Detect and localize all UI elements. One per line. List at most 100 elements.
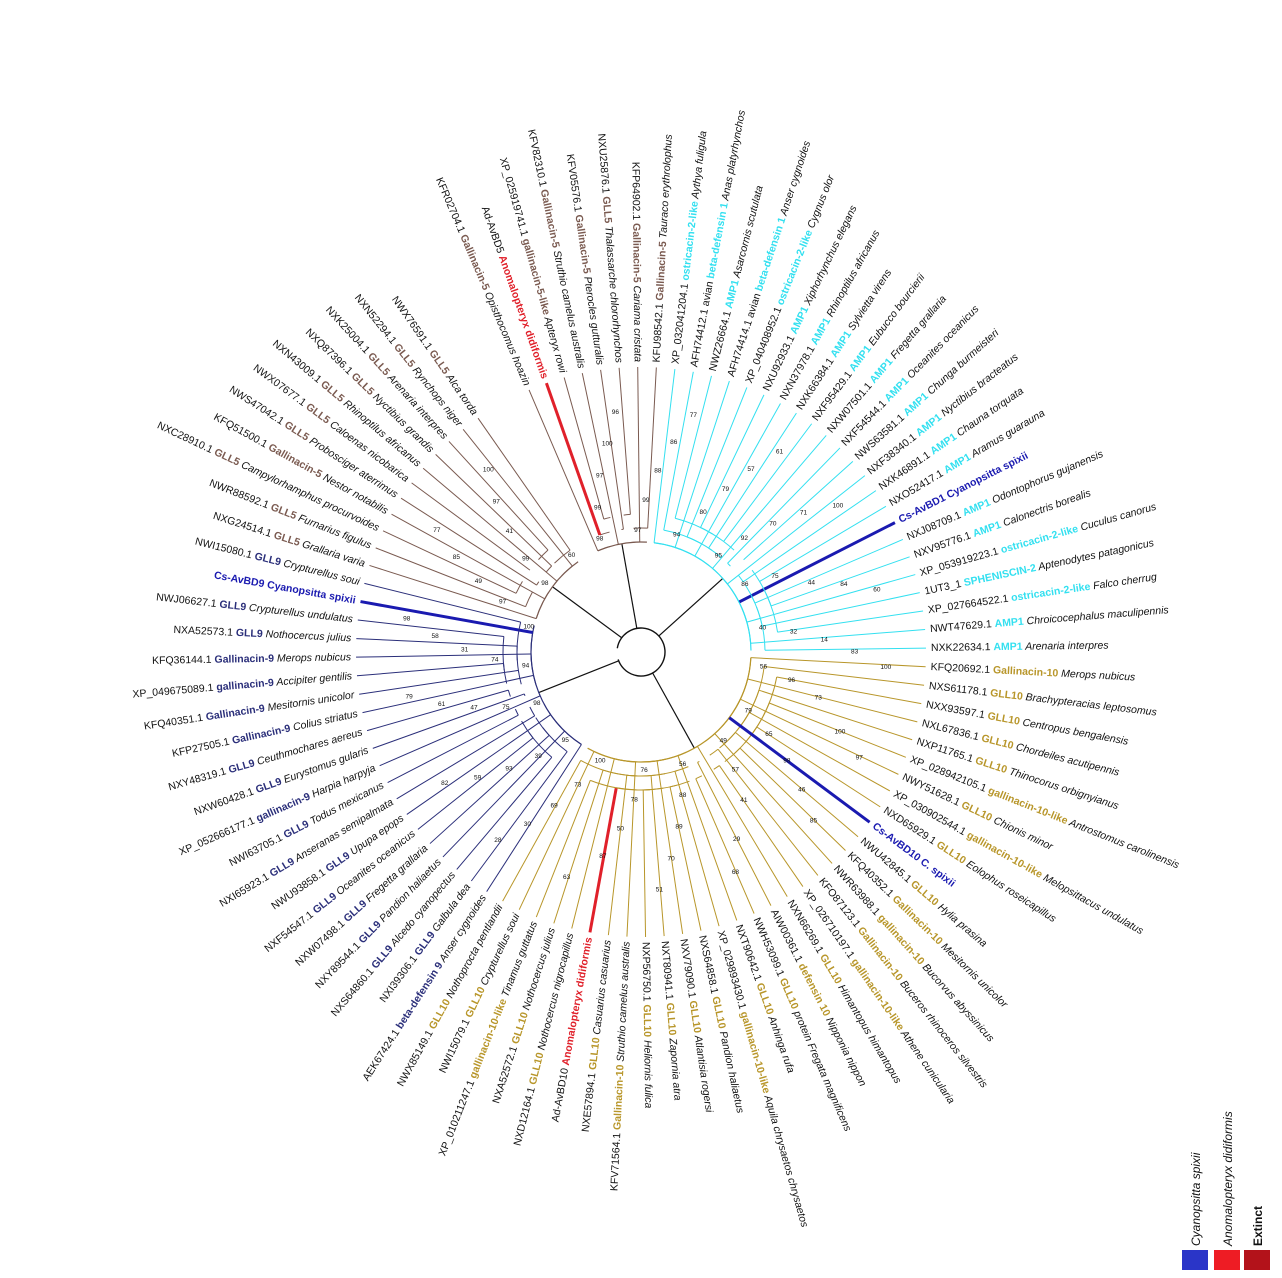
- leaf-gene: Gallinacin-5: [654, 241, 669, 301]
- leaf-branch: [528, 389, 599, 552]
- leaf-accession: NXP56750.1: [640, 942, 653, 1005]
- leaf-accession: NXC28910.1: [155, 419, 217, 457]
- clade-stem: [538, 660, 619, 694]
- leaf-accession: KFV71564.1: [608, 1130, 623, 1192]
- leaf-accession: NWI15080.1: [194, 535, 256, 561]
- leaf-accession: XP_010211247.1: [436, 1076, 478, 1158]
- subclade-arc: [727, 562, 731, 567]
- leaf-species: Brachypteracias leptosomus: [1022, 691, 1158, 719]
- leaf-species: Nothocercus julius: [262, 628, 352, 644]
- leaf-accession: NWJ06627.1: [156, 591, 221, 610]
- bootstrap-value: 94: [522, 662, 530, 669]
- bootstrap-value: 30: [524, 821, 532, 828]
- leaf-accession: NXV79090.1: [678, 938, 699, 1002]
- leaf-accession: AEK67424.1: [360, 1025, 404, 1084]
- subclade-arc: [549, 712, 565, 732]
- leaf-gene: GLL10: [664, 1002, 679, 1036]
- bootstrap-value: 98: [403, 615, 411, 622]
- bootstrap-value: 70: [668, 855, 676, 862]
- subclade-arc: [538, 694, 541, 697]
- leaf-accession: KFQ40351.1: [143, 711, 207, 732]
- clade-stem: [552, 586, 623, 639]
- leaf-gene: GLL10: [527, 1051, 547, 1086]
- leaf-label: NXK22634.1 AMP1 Arenaria interpres: [931, 639, 1110, 653]
- bootstrap-value: 93: [505, 765, 513, 772]
- subclade-arc: [535, 601, 544, 619]
- leaf-label: KFQ20692.1 Gallinacin-10 Merops nubicus: [930, 661, 1136, 684]
- leaf-branch: [448, 441, 549, 551]
- leaf-branch: [366, 689, 509, 732]
- leaf-branch: [535, 780, 591, 918]
- leaf-branch: [750, 628, 926, 644]
- leaf-accession: NWT47629.1: [930, 618, 996, 635]
- legend: Cyanopsitta spixii Anomalopteryx didifor…: [1182, 1111, 1270, 1270]
- leaf-gene: AMP1: [993, 641, 1022, 653]
- leaf-species: Falco cherrug: [1089, 571, 1157, 593]
- leaf-species: Chroicocephalus maculipennis: [1023, 604, 1170, 628]
- bootstrap-value: 29: [733, 836, 741, 843]
- subclade-arc: [536, 581, 540, 586]
- leaf-branch: [740, 698, 899, 775]
- bootstrap-value: 80: [699, 509, 707, 516]
- subclade-arc: [533, 675, 537, 685]
- leaf-branch: [647, 367, 657, 529]
- leaf-branch: [663, 371, 694, 531]
- subclade-arc: [603, 516, 611, 520]
- leaf-gene: GLL10: [463, 985, 488, 1020]
- leaf-branch: [375, 547, 526, 608]
- leaf-branch: [750, 657, 926, 668]
- leaf-branch: [754, 539, 904, 604]
- leaf-species: Aptenodytes patagonicus: [1035, 537, 1156, 574]
- leaf-species: Crypturellus undulatus: [245, 601, 354, 625]
- leaf-gene: AMP1: [788, 304, 811, 336]
- leaf-branch: [357, 619, 504, 638]
- leaf-species: Thalassarche chlororhynchos: [602, 223, 625, 364]
- bootstrap-value: 99: [522, 556, 530, 563]
- leaf-accession: KFR02704.1: [433, 176, 468, 238]
- leaf-branch: [758, 689, 913, 741]
- leaf-gene: GLL5: [269, 501, 299, 522]
- leaf-branch: [712, 435, 827, 569]
- legend-swatch-extinct: [1244, 1250, 1270, 1270]
- leaf-accession: KFV82310.1: [525, 128, 549, 190]
- bootstrap-value: 63: [563, 874, 571, 881]
- leaf-gene: GLL10: [710, 995, 729, 1030]
- legend-label-extinct: Extinct: [1251, 1206, 1265, 1246]
- bootstrap-value: 100: [483, 466, 494, 473]
- subclade-arc: [704, 733, 716, 742]
- leaf-accession: KFP64902.1: [630, 162, 643, 223]
- leaf-branch: [756, 726, 881, 808]
- bootstrap-value: 73: [815, 695, 823, 702]
- leaf-gene: Gallinacin-5: [573, 214, 593, 275]
- leaf-branch: [776, 676, 922, 705]
- leaf-branch: [356, 663, 504, 677]
- leaf-branch: [697, 746, 788, 897]
- subclade-arc: [654, 542, 692, 555]
- bootstrap-value: 41: [506, 528, 514, 535]
- leaf-branch: [764, 665, 925, 686]
- legend-item-extinct: Extinct: [1244, 1206, 1270, 1270]
- leaf-accession: NXT80941.1: [659, 941, 676, 1004]
- subclade-arc: [709, 748, 719, 756]
- subclade-arc: [723, 541, 735, 551]
- bootstrap-value: 70: [769, 521, 777, 528]
- bootstrap-value: 44: [808, 579, 816, 586]
- leaf-branch: [677, 755, 738, 921]
- bootstrap-value: 31: [461, 647, 469, 654]
- bootstrap-value: 78: [631, 797, 639, 804]
- bootstrap-value: 100: [835, 728, 846, 735]
- leaf-gene: GLL10: [974, 754, 1009, 776]
- leaf-branch: [686, 387, 748, 538]
- bootstrap-value: 99: [642, 497, 650, 504]
- subclade-arc: [545, 565, 553, 573]
- leaf-species: Aythya fuligula: [689, 130, 709, 202]
- leaf-branch: [626, 761, 637, 937]
- leaf-gene: GLL10: [754, 981, 776, 1016]
- leaf-branch: [387, 714, 519, 783]
- bootstrap-value: 76: [641, 767, 649, 774]
- leaf-branch: [739, 747, 846, 851]
- bootstrap-value: 99: [594, 505, 602, 512]
- leaf-gene: ostricacin-2-like: [679, 200, 700, 281]
- leaf-branch: [728, 716, 871, 824]
- subclade-arc: [623, 513, 631, 516]
